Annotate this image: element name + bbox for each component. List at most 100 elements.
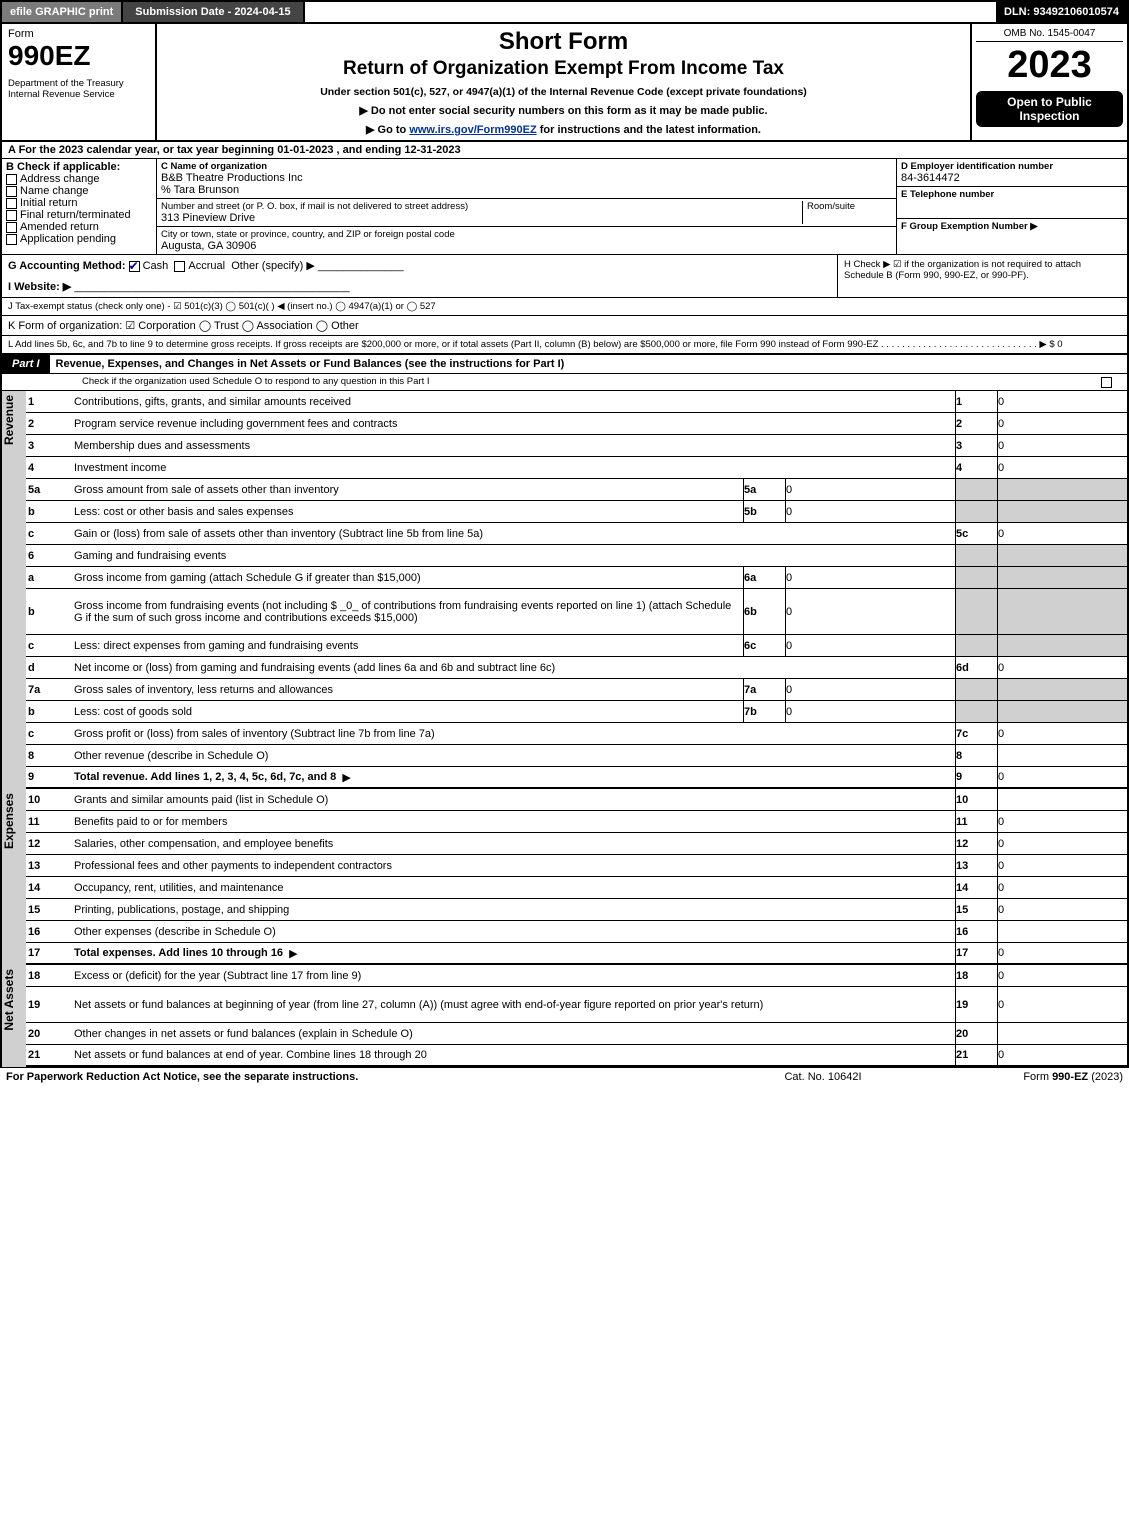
netassets-vlabel: Net Assets (2, 965, 28, 1035)
cb-label-1: Name change (20, 185, 89, 197)
care-of: % Tara Brunson (161, 184, 892, 196)
line-2-val: 0 (997, 413, 1127, 434)
line-16-val (997, 921, 1127, 942)
line-6d-desc: Net income or (loss) from gaming and fun… (70, 657, 955, 678)
line-20-val (997, 1023, 1127, 1044)
line-10-val (997, 789, 1127, 810)
line-20-num: 20 (955, 1023, 997, 1044)
line-6a-desc: Gross income from gaming (attach Schedul… (70, 567, 743, 588)
checkbox-address-change[interactable] (6, 174, 17, 185)
line-5c-num: 5c (955, 523, 997, 544)
line-7a-greyval (997, 679, 1127, 700)
form-number: 990EZ (8, 40, 149, 72)
topbar-spacer (305, 2, 996, 22)
line-6-desc: Gaming and fundraising events (70, 545, 955, 566)
irs-link[interactable]: www.irs.gov/Form990EZ (409, 124, 536, 136)
line-18-num: 18 (955, 965, 997, 986)
top-bar: efile GRAPHIC print Submission Date - 20… (0, 0, 1129, 24)
line-5b-subnum: 5b (743, 501, 785, 522)
dept-label: Department of the Treasury (8, 78, 149, 89)
line-13-num: 13 (955, 855, 997, 876)
h-line: H Check ▶ ☑ if the organization is not r… (837, 255, 1127, 297)
line-5c-val: 0 (997, 523, 1127, 544)
line-14-num: 14 (955, 877, 997, 898)
line-6a-subval: 0 (785, 567, 955, 588)
checkbox-accrual[interactable] (174, 261, 185, 272)
line-8-desc: Other revenue (describe in Schedule O) (70, 745, 955, 766)
line-5a-greyval (997, 479, 1127, 500)
l-line: L Add lines 5b, 6c, and 7b to line 9 to … (8, 339, 1063, 350)
line-17-val: 0 (997, 943, 1127, 963)
cb-label-5: Application pending (20, 233, 116, 245)
line-6-greyval (997, 545, 1127, 566)
line-7c-num: 7c (955, 723, 997, 744)
part-i-title: Revenue, Expenses, and Changes in Net As… (50, 355, 1127, 373)
checkbox-schedule-o[interactable] (1101, 377, 1112, 388)
line-9-num: 9 (955, 767, 997, 787)
line-5b-greycol (955, 501, 997, 522)
line-7b-greycol (955, 701, 997, 722)
k-line: K Form of organization: ☑ Corporation ◯ … (8, 319, 359, 332)
line-6c-greycol (955, 635, 997, 656)
line-19-val: 0 (997, 987, 1127, 1022)
line-6a-greyval (997, 567, 1127, 588)
checkbox-final-return[interactable] (6, 210, 17, 221)
section-b: B Check if applicable: Address change Na… (2, 159, 157, 254)
line-6c-subnum: 6c (743, 635, 785, 656)
c-label: C Name of organization (161, 161, 892, 172)
section-b-label: B Check if applicable: (6, 161, 152, 173)
tax-year: 2023 (976, 44, 1123, 87)
line-6c-desc: Less: direct expenses from gaming and fu… (70, 635, 743, 656)
section-c: C Name of organization B&B Theatre Produ… (157, 159, 897, 254)
line-19-num: 19 (955, 987, 997, 1022)
city-label: City or town, state or province, country… (161, 229, 892, 240)
revenue-section: Revenue 1Contributions, gifts, grants, a… (0, 391, 1129, 789)
checkbox-cash[interactable] (129, 261, 140, 272)
checkbox-amended-return[interactable] (6, 222, 17, 233)
street-value: 313 Pineview Drive (161, 212, 802, 224)
line-6d-num: 6d (955, 657, 997, 678)
line-2-desc: Program service revenue including govern… (70, 413, 955, 434)
cb-label-0: Address change (20, 173, 100, 185)
line-7a-greycol (955, 679, 997, 700)
line-1-num: 1 (955, 391, 997, 412)
irs-label: Internal Revenue Service (8, 89, 149, 100)
line-3-num: 3 (955, 435, 997, 456)
revenue-vlabel: Revenue (2, 391, 28, 449)
line-6a-greycol (955, 567, 997, 588)
checkbox-initial-return[interactable] (6, 198, 17, 209)
street-label: Number and street (or P. O. box, if mail… (161, 201, 802, 212)
line-7a-subval: 0 (785, 679, 955, 700)
short-form-title: Short Form (161, 28, 966, 56)
page-footer: For Paperwork Reduction Act Notice, see … (0, 1067, 1129, 1086)
line-6c-greyval (997, 635, 1127, 656)
efile-print-button[interactable]: efile GRAPHIC print (2, 2, 123, 22)
line-2-num: 2 (955, 413, 997, 434)
part-i-checknote: Check if the organization used Schedule … (82, 376, 1101, 388)
line-6b-greyval (997, 589, 1127, 634)
line-15-num: 15 (955, 899, 997, 920)
line-5a-desc: Gross amount from sale of assets other t… (70, 479, 743, 500)
line-5b-subval: 0 (785, 501, 955, 522)
line-9-val: 0 (997, 767, 1127, 787)
footer-mid: Cat. No. 10642I (723, 1071, 923, 1083)
line-9-desc: Total revenue. Add lines 1, 2, 3, 4, 5c,… (70, 767, 955, 787)
line-7a-desc: Gross sales of inventory, less returns a… (70, 679, 743, 700)
no-ssn-text: ▶ Do not enter social security numbers o… (161, 104, 966, 117)
section-a-text: A For the 2023 calendar year, or tax yea… (2, 142, 1127, 158)
line-11-desc: Benefits paid to or for members (70, 811, 955, 832)
line-6d-val: 0 (997, 657, 1127, 678)
line-17-desc: Total expenses. Add lines 10 through 16 … (70, 943, 955, 963)
checkbox-application-pending[interactable] (6, 234, 17, 245)
goto-text: ▶ Go to www.irs.gov/Form990EZ for instru… (161, 123, 966, 136)
part-i-label: Part I (2, 355, 50, 373)
line-6c-subval: 0 (785, 635, 955, 656)
org-name: B&B Theatre Productions Inc (161, 172, 892, 184)
e-label: E Telephone number (901, 189, 1123, 200)
line-14-desc: Occupancy, rent, utilities, and maintena… (70, 877, 955, 898)
checkbox-name-change[interactable] (6, 186, 17, 197)
submission-date-button[interactable]: Submission Date - 2024-04-15 (123, 2, 304, 22)
line-7b-greyval (997, 701, 1127, 722)
line-16-num: 16 (955, 921, 997, 942)
netassets-section: Net Assets 18Excess or (deficit) for the… (0, 965, 1129, 1067)
